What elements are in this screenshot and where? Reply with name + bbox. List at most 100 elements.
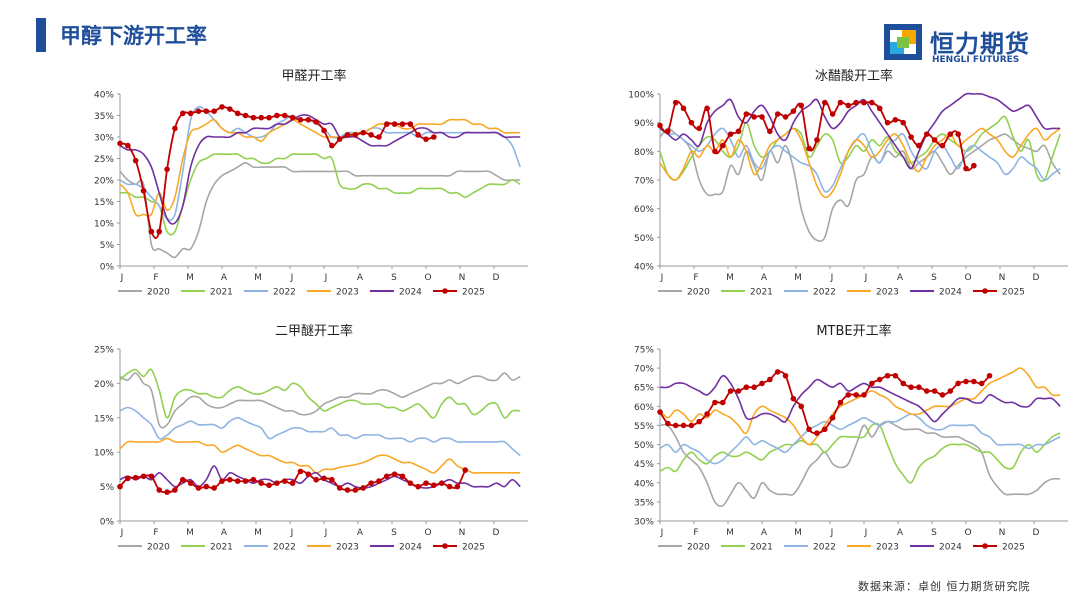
series-point-2025 (336, 136, 343, 142)
series-point-2025 (399, 121, 406, 127)
series-point-2025 (688, 422, 695, 429)
x-tick-label: J (290, 528, 294, 538)
series-point-2025 (704, 105, 710, 112)
x-tick-label: A (897, 528, 904, 538)
x-tick-label: N (459, 528, 466, 538)
x-tick-label: M (254, 273, 262, 283)
series-point-2025 (140, 473, 147, 480)
x-tick-label: D (1033, 273, 1040, 283)
y-tick-label: 25% (94, 155, 114, 165)
legend-marker-2025 (982, 543, 988, 549)
company-logo: 恒力期货 HENGLI FUTURES (884, 16, 1054, 64)
series-point-2025 (297, 468, 304, 475)
series-point-2025 (845, 102, 852, 109)
series-point-2025 (148, 473, 155, 480)
legend-label-2020: 2020 (687, 288, 710, 298)
series-point-2025 (861, 99, 867, 106)
y-tick-label: 30% (634, 518, 654, 528)
y-tick-label: 0% (100, 263, 115, 273)
x-tick-label: M (186, 273, 194, 283)
series-line-2023 (119, 118, 521, 217)
series-point-2025 (782, 114, 789, 120)
series-line-2023 (659, 367, 1061, 446)
x-tick-label: F (693, 528, 698, 538)
series-point-2025 (939, 392, 946, 398)
series-line-2020 (659, 420, 1061, 507)
series-line-2020 (119, 372, 521, 429)
y-tick-label: 10% (94, 220, 114, 230)
series-point-2025 (187, 110, 194, 117)
series-line-2020 (119, 161, 521, 259)
series-point-2025 (423, 480, 429, 486)
logo-mark-icon (884, 24, 922, 60)
x-tick-label: F (693, 273, 698, 283)
series-point-2025 (978, 380, 985, 387)
series-line-2022 (119, 406, 521, 457)
x-tick-label: N (999, 528, 1006, 538)
x-tick-label: S (391, 528, 397, 538)
legend-label-2022: 2022 (273, 543, 296, 553)
series-point-2025 (321, 127, 327, 134)
series-point-2025 (767, 376, 773, 383)
series-point-2025 (203, 108, 210, 114)
series-line-2021 (659, 422, 1061, 484)
legend-marker-2025 (982, 288, 988, 294)
logo-text-cn: 恒力期货 (930, 30, 1030, 58)
series-point-2025 (947, 388, 954, 394)
series-point-2025 (876, 376, 883, 383)
x-tick-label: O (424, 273, 431, 283)
series-point-2025 (281, 478, 288, 484)
legend-label-2022: 2022 (813, 543, 836, 553)
legend-label-2024: 2024 (939, 288, 962, 298)
y-tick-label: 90% (634, 119, 654, 129)
chart-title: 二甲醚开工率 (275, 323, 353, 339)
series-point-2025 (923, 131, 930, 137)
series-point-2025 (438, 480, 445, 486)
chart-mtbe: MTBE开工率 30% 35% 40% 45% 50% 55% 60% 65% 70% 75% J F M… (634, 323, 1068, 553)
x-tick-label: J (830, 273, 834, 283)
series-point-2025 (853, 99, 859, 106)
series-point-2025 (892, 372, 899, 379)
series-point-2025 (727, 388, 734, 394)
series-point-2025 (908, 134, 914, 140)
y-tick-label: 45% (634, 460, 654, 470)
series-point-2025 (125, 142, 131, 149)
series-point-2025 (360, 129, 367, 136)
series-point-2025 (227, 106, 233, 112)
y-tick-label: 70% (634, 177, 654, 187)
x-tick-label: A (221, 273, 228, 283)
series-point-2025 (696, 418, 703, 425)
series-point-2025 (179, 476, 186, 483)
series-point-2025 (172, 487, 178, 493)
x-tick-label: J (864, 528, 868, 538)
series-point-2025 (845, 392, 852, 398)
series-point-2025 (352, 487, 359, 493)
series-point-2025 (790, 395, 797, 402)
series-point-2025 (391, 121, 398, 127)
series-line-2021 (659, 115, 1061, 183)
series-point-2025 (971, 162, 977, 169)
series-point-2025 (712, 399, 718, 406)
series-point-2025 (806, 145, 812, 152)
series-point-2025 (798, 403, 805, 410)
series-point-2025 (657, 122, 663, 129)
series-line-2024 (119, 465, 521, 489)
series-line-2021 (119, 153, 521, 236)
series-point-2025 (234, 110, 241, 117)
series-point-2025 (132, 157, 139, 164)
series-point-2025 (900, 119, 907, 126)
series-point-2025 (869, 99, 875, 106)
series-point-2025 (415, 483, 421, 490)
series-point-2025 (923, 388, 930, 394)
legend-label-2024: 2024 (399, 543, 422, 553)
series-line-2025 (659, 370, 991, 435)
series-point-2025 (156, 228, 163, 235)
data-source-note: 数据来源：卓创 恒力期货研究院 (858, 580, 1031, 593)
chart-formaldehyde: 甲醛开工率 0% 5% 10% 15% 20% 25% 30% 35% 40% J F M A M J J A S O… (94, 68, 528, 298)
x-tick-label: J (324, 528, 328, 538)
y-tick-label: 30% (94, 134, 114, 144)
logo-text-en: HENGLI FUTURES (932, 55, 1020, 62)
y-tick-label: 35% (94, 112, 114, 122)
series-point-2025 (329, 142, 335, 149)
series-point-2025 (712, 148, 718, 155)
